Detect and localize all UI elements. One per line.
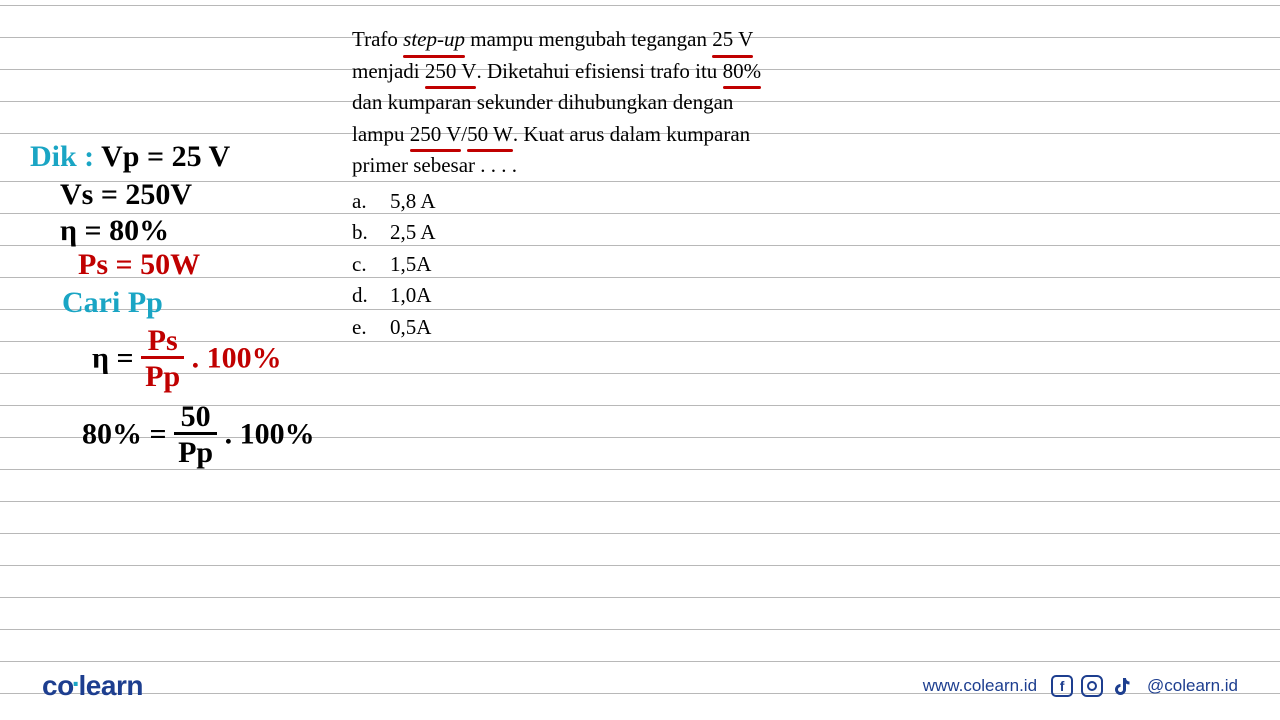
option-letter: a. xyxy=(352,186,372,218)
facebook-icon: f xyxy=(1051,675,1073,697)
tiktok-icon xyxy=(1111,675,1133,697)
option-text: 2,5 A xyxy=(390,217,436,249)
q-prefix: Trafo xyxy=(352,27,403,51)
hw-eq1-lhs: η = xyxy=(92,341,141,374)
hw-dik-vp: Dik : Vp = 25 V xyxy=(30,140,230,174)
q-line3: dan kumparan sekunder dihubungkan dengan xyxy=(352,90,733,114)
hw-eq1-top: Ps xyxy=(141,326,184,359)
option-text: 1,5A xyxy=(390,249,431,281)
option-letter: e. xyxy=(352,312,372,344)
option-letter: b. xyxy=(352,217,372,249)
hw-vs: Vs = 250V xyxy=(60,178,192,212)
q-val-250v: 250 V xyxy=(425,56,477,88)
instagram-icon xyxy=(1081,675,1103,697)
option-text: 5,8 A xyxy=(390,186,436,218)
hw-ps: Ps = 50W xyxy=(78,248,200,282)
option-c: c. 1,5A xyxy=(352,249,912,281)
q-val-25v: 25 V xyxy=(712,24,753,56)
hw-vp: Vp = 25 V xyxy=(94,140,230,173)
brand-logo: co·learn xyxy=(42,670,143,702)
q-stepup: step-up xyxy=(403,24,465,56)
question-block: Trafo step-up mampu mengubah tegangan 25… xyxy=(352,24,912,343)
hw-eta: η = 80% xyxy=(60,214,169,248)
hw-cari: Cari Pp xyxy=(62,286,163,320)
logo-dot: · xyxy=(72,668,81,700)
q-val-250v2: 250 V xyxy=(410,119,462,151)
option-text: 1,0A xyxy=(390,280,431,312)
logo-co: co xyxy=(42,670,74,701)
hw-eq1-bot: Pp xyxy=(141,359,184,395)
option-d: d. 1,0A xyxy=(352,280,912,312)
social-icons: f xyxy=(1051,675,1133,697)
logo-learn: learn xyxy=(79,670,143,701)
option-a: a. 5,8 A xyxy=(352,186,912,218)
q-prefix2: menjadi xyxy=(352,59,425,83)
question-text: Trafo step-up mampu mengubah tegangan 25… xyxy=(352,24,912,182)
options-list: a. 5,8 A b. 2,5 A c. 1,5A d. 1,0A e. 0,5… xyxy=(352,186,912,344)
q-val-80pct: 80% xyxy=(723,56,762,88)
hw-eq1: η = PsPp . 100% xyxy=(92,326,282,395)
hw-eq2-rhs: . 100% xyxy=(217,417,315,450)
footer-right: www.colearn.id f @colearn.id xyxy=(923,675,1238,697)
hw-eq2-top: 50 xyxy=(174,402,217,435)
q-prefix4: lampu xyxy=(352,122,410,146)
hw-eq2-frac: 50Pp xyxy=(174,402,217,471)
q-line5: primer sebesar . . . . xyxy=(352,153,517,177)
q-mid1: mampu mengubah tegangan xyxy=(465,27,712,51)
q-mid2: . Diketahui efisiensi trafo itu xyxy=(476,59,722,83)
option-letter: d. xyxy=(352,280,372,312)
hw-eq2: 80% = 50Pp . 100% xyxy=(82,402,315,471)
option-e: e. 0,5A xyxy=(352,312,912,344)
q-val-50w: 50 W xyxy=(467,119,513,151)
hw-eq1-rhs: . 100% xyxy=(184,341,282,374)
footer-url: www.colearn.id xyxy=(923,676,1037,696)
option-b: b. 2,5 A xyxy=(352,217,912,249)
option-letter: c. xyxy=(352,249,372,281)
option-text: 0,5A xyxy=(390,312,431,344)
q-suffix4: . Kuat arus dalam kumparan xyxy=(513,122,750,146)
footer-handle: @colearn.id xyxy=(1147,676,1238,696)
hw-eq2-bot: Pp xyxy=(174,435,217,471)
hw-eq1-frac: PsPp xyxy=(141,326,184,395)
hw-dik-label: Dik : xyxy=(30,140,94,173)
hw-eq2-lhs: 80% = xyxy=(82,417,174,450)
footer: co·learn www.colearn.id f @colearn.id xyxy=(0,670,1280,702)
